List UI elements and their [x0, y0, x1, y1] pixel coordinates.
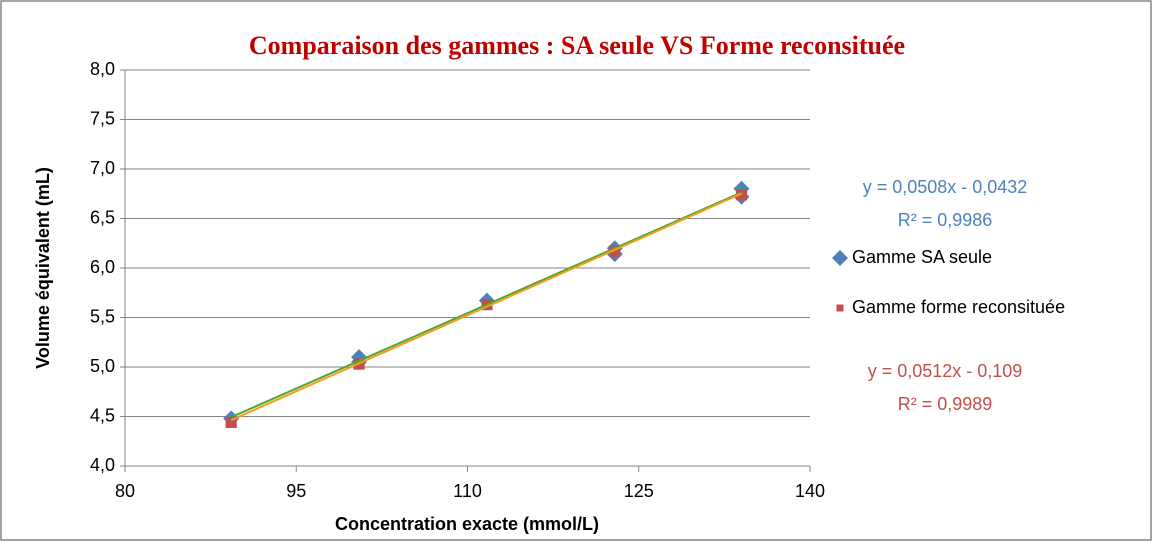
y-tick-label: 5,5	[90, 306, 115, 326]
y-tick-label: 4,5	[90, 405, 115, 425]
legend-label: Gamme forme reconsituée	[852, 297, 1065, 317]
y-axis-label: Volume équivalent (mL)	[33, 167, 53, 369]
y-tick-label: 8,0	[90, 59, 115, 79]
y-tick-label: 4,0	[90, 455, 115, 475]
legend-marker	[832, 250, 848, 266]
equation: y = 0,0512x - 0,109	[868, 361, 1023, 381]
point	[735, 189, 748, 201]
x-tick-label: 80	[115, 481, 135, 501]
x-axis-label: Concentration exacte (mmol/L)	[335, 514, 599, 534]
legend-label: Gamme SA seule	[852, 247, 992, 267]
y-tick-label: 5,0	[90, 356, 115, 376]
x-tick-label: 125	[624, 481, 654, 501]
y-tick-label: 7,5	[90, 108, 115, 128]
trendline	[230, 191, 742, 419]
x-tick-label: 95	[286, 481, 306, 501]
trendline	[230, 192, 742, 422]
x-tick-label: 140	[795, 481, 825, 501]
y-tick-label: 6,0	[90, 257, 115, 277]
equation: R² = 0,9989	[898, 394, 993, 414]
chart-title: Comparaison des gammes : SA seule VS For…	[249, 31, 905, 60]
y-tick-label: 7,0	[90, 158, 115, 178]
x-tick-label: 110	[453, 481, 482, 501]
point	[609, 245, 621, 257]
legend-marker	[836, 304, 844, 312]
equation: y = 0,0508x - 0,0432	[863, 177, 1028, 197]
equation: R² = 0,9986	[898, 210, 993, 230]
point	[225, 416, 237, 429]
y-tick-label: 6,5	[90, 207, 115, 227]
